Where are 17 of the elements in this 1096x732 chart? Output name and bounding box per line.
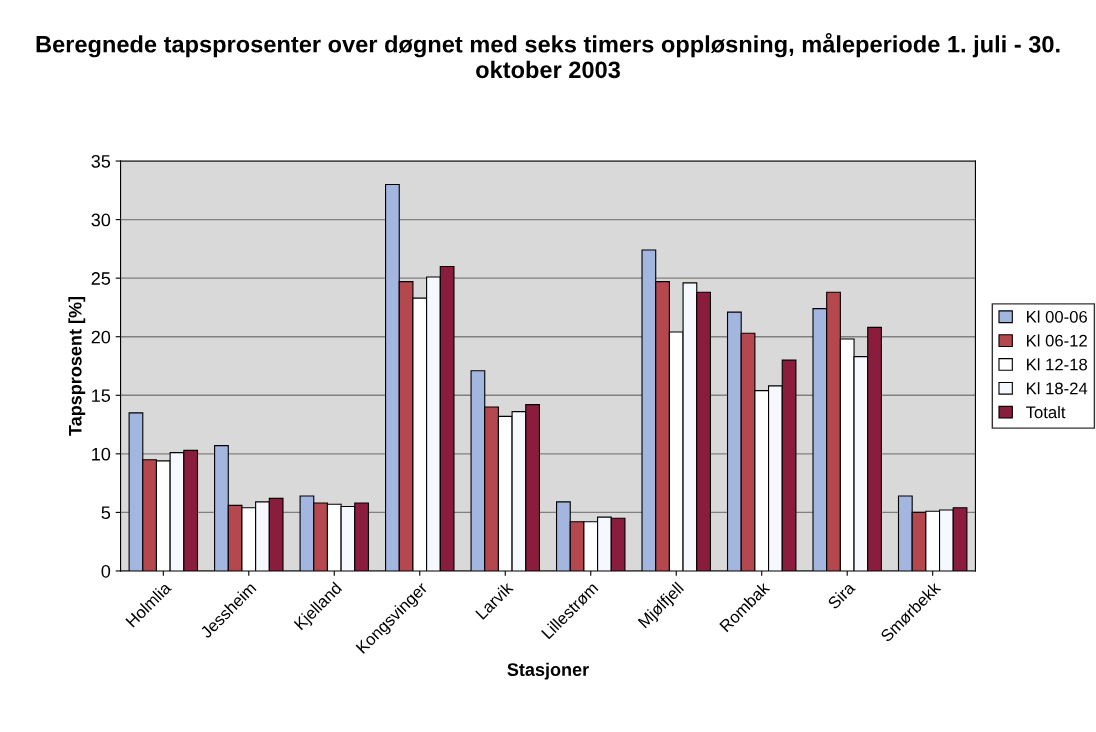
x-tick-label: Sira xyxy=(826,580,856,610)
legend-label: Kl 00-06 xyxy=(1027,310,1087,323)
y-tick-label: 10 xyxy=(92,447,111,461)
legend-label: Kl 12-18 xyxy=(1027,358,1088,371)
legend-label: Totalt xyxy=(1026,405,1066,419)
chart-title: Beregnede tapsprosenter over døgnet med seks timers oppløsning, måleperiode 1. juli - 30. oktober 2003 xyxy=(36,32,1060,79)
y-tick-label: 25 xyxy=(91,272,111,285)
legend-label: Kl 06-12 xyxy=(1027,334,1087,347)
y-tick-label: 15 xyxy=(92,389,111,402)
y-axis-title: Tapsprosent [%] xyxy=(68,296,86,436)
y-tick-label: 0 xyxy=(101,564,111,578)
y-tick-label: 35 xyxy=(91,154,111,168)
y-tick-label: 20 xyxy=(91,330,111,344)
x-axis-title: Stasjoner xyxy=(507,662,589,680)
y-tick-label: 30 xyxy=(91,213,111,227)
y-tick-label: 5 xyxy=(101,506,111,520)
legend-label: Kl 18-24 xyxy=(1027,382,1088,395)
